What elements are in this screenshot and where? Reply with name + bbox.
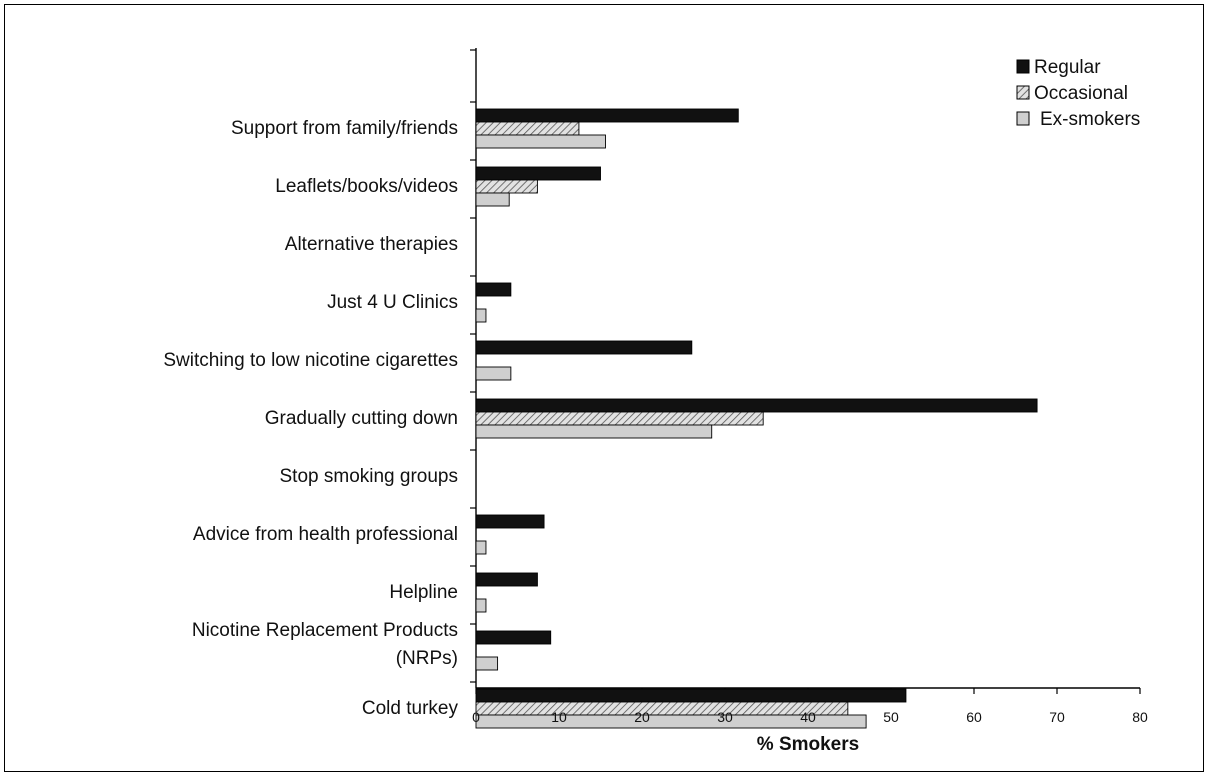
bar-occasional-cold-turkey: [475, 701, 849, 716]
bar-regular-advice-from-health-professional: [475, 514, 545, 529]
bar-ex-smokers-leaflets-books-videos: [475, 192, 510, 207]
legend-label-regular: Regular: [1034, 57, 1101, 78]
x-tick-label: 30: [717, 709, 733, 725]
bars: [475, 108, 1038, 729]
bar-occasional-leaflets-books-videos: [475, 179, 538, 194]
legend-label-ex-smokers: Ex-smokers: [1040, 109, 1140, 130]
category-label-nicotine-replacement-products-nrps: Nicotine Replacement Products (NRPs): [192, 620, 458, 669]
category-label-leaflets-books-videos: Leaflets/books/videos: [275, 176, 458, 197]
legend-swatch-occasional: [1016, 85, 1030, 100]
bar-ex-smokers-just-4-u-clinics: [475, 308, 487, 323]
bar-ex-smokers-gradually-cutting-down: [475, 424, 713, 439]
category-label-stop-smoking-groups: Stop smoking groups: [280, 466, 459, 487]
bar-regular-leaflets-books-videos: [475, 166, 601, 181]
x-tick-label: 20: [634, 709, 650, 725]
legend-swatch-ex-smokers: [1016, 111, 1030, 126]
bar-ex-smokers-nicotine-replacement-products-nrps: [475, 656, 499, 671]
bar-ex-smokers-advice-from-health-professional: [475, 540, 487, 555]
category-label-just-4-u-clinics: Just 4 U Clinics: [327, 292, 458, 313]
category-label-support-from-family-friends: Support from family/friends: [231, 118, 458, 139]
bar-ex-smokers-cold-turkey: [475, 714, 867, 729]
bar-regular-nicotine-replacement-products-nrps: [475, 630, 552, 645]
bar-ex-smokers-switching-to-low-nicotine-cigarettes: [475, 366, 512, 381]
x-tick-label: 80: [1132, 709, 1148, 725]
bar-occasional-support-from-family-friends: [475, 121, 580, 136]
bar-occasional-gradually-cutting-down: [475, 411, 764, 426]
x-tick-label: 40: [800, 709, 816, 725]
category-label-cold-turkey: Cold turkey: [362, 698, 459, 719]
bar-regular-switching-to-low-nicotine-cigarettes: [475, 340, 693, 355]
x-tick-label: 70: [1049, 709, 1065, 725]
category-label-advice-from-health-professional: Advice from health professional: [193, 524, 458, 545]
legend-swatch-regular: [1016, 59, 1030, 74]
x-tick-label: 50: [883, 709, 899, 725]
x-axis-label: % Smokers: [757, 734, 859, 755]
category-label-helpline: Helpline: [389, 582, 458, 603]
x-tick-labels: 0 10 20 30 40 50 60 70 80: [472, 709, 1148, 725]
bar-regular-just-4-u-clinics: [475, 282, 512, 297]
x-tick-label: 0: [472, 709, 480, 725]
category-labels: Support from family/friends Leaflets/book…: [163, 118, 458, 719]
bar-ex-smokers-support-from-family-friends: [475, 134, 606, 149]
category-label-gradually-cutting-down: Gradually cutting down: [265, 408, 458, 429]
bar-regular-helpline: [475, 572, 538, 587]
category-label-switching-to-low-nicotine-cigarettes: Switching to low nicotine cigarettes: [163, 350, 458, 371]
x-tick-label: 10: [551, 709, 567, 725]
legend: Regular Occasional Ex-smokers: [1016, 57, 1140, 130]
bar-ex-smokers-helpline: [475, 598, 487, 613]
legend-label-occasional: Occasional: [1034, 83, 1128, 104]
figure-frame: [4, 4, 1204, 772]
bar-regular-gradually-cutting-down: [475, 398, 1038, 413]
x-tick-label: 60: [966, 709, 982, 725]
bar-regular-cold-turkey: [475, 688, 907, 703]
category-label-alternative-therapies: Alternative therapies: [285, 234, 458, 255]
bar-regular-support-from-family-friends: [475, 108, 739, 123]
